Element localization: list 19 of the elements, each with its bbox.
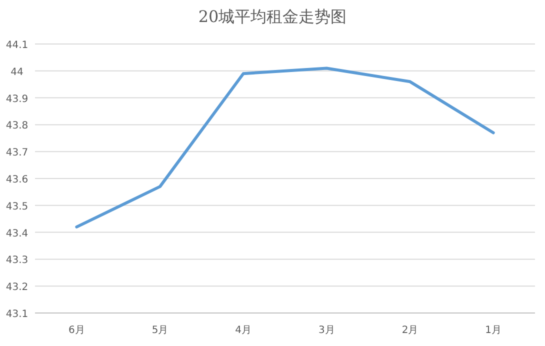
x-tick-label: 5月	[152, 325, 168, 336]
y-tick-label: 44	[10, 66, 24, 78]
y-tick-label: 43.8	[6, 120, 28, 132]
y-tick-label: 43.9	[6, 94, 28, 105]
x-tick-label: 6月	[68, 325, 85, 336]
y-tick-label: 43.2	[6, 282, 28, 294]
y-tick-label: 43.3	[6, 255, 28, 266]
y-tick-label: 43.4	[6, 228, 28, 240]
line-series	[75, 66, 495, 228]
x-tick-label: 2月	[402, 325, 418, 336]
y-tick-label: 43.5	[6, 201, 28, 212]
x-tick-label: 1月	[485, 325, 502, 336]
x-tick-label: 4月	[235, 325, 252, 336]
x-tick-label: 3月	[318, 325, 335, 336]
chart-title: 20城平均租金走势图	[198, 7, 347, 26]
y-tick-label: 43.6	[6, 174, 28, 186]
y-tick-label: 43.1	[6, 309, 28, 320]
y-tick-label: 43.7	[6, 148, 28, 159]
y-tick-label: 44.1	[6, 40, 28, 51]
